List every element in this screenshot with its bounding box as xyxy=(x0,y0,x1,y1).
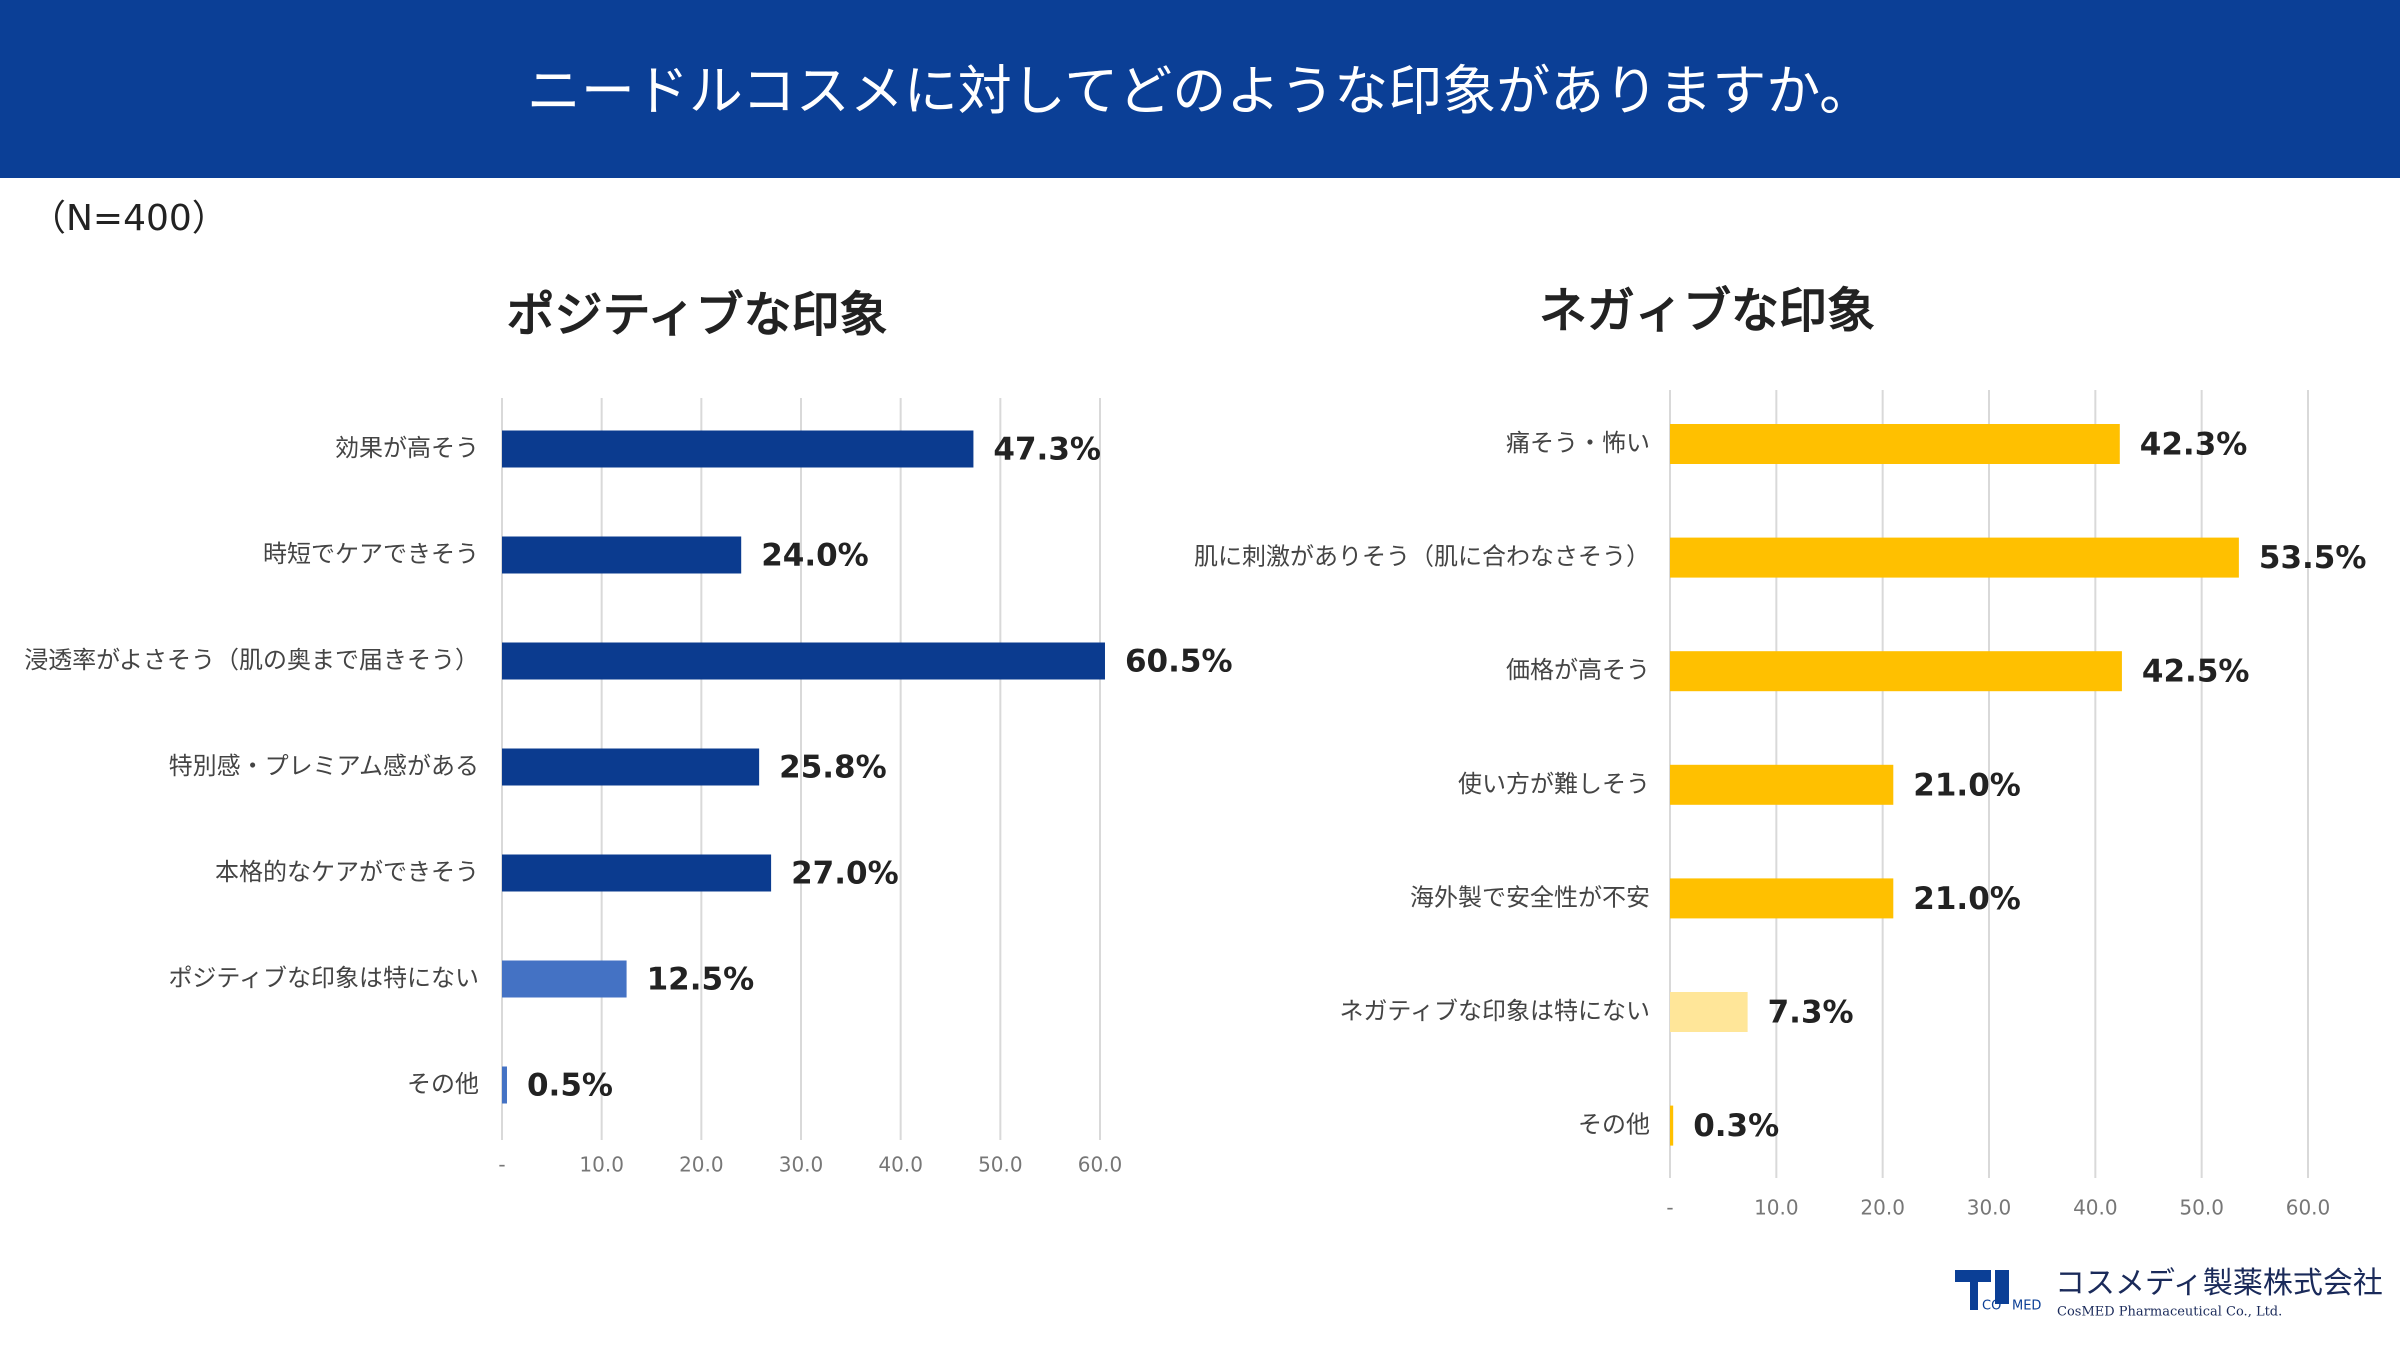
x-tick-label: 20.0 xyxy=(679,1153,724,1177)
x-tick-label: 50.0 xyxy=(978,1153,1023,1177)
bar xyxy=(1670,878,1894,919)
logo: CO MED コスメディ製薬株式会社 CosMED Pharmaceutical… xyxy=(1955,1266,2383,1320)
value-label: 60.5% xyxy=(1125,644,1233,680)
value-label: 24.0% xyxy=(761,538,869,574)
x-tick-label: 40.0 xyxy=(878,1153,923,1177)
x-tick-label: 40.0 xyxy=(2073,1196,2118,1220)
logo-mark: CO xyxy=(1982,1299,2001,1314)
header-title: ニードルコスメに対してどのような印象がありますか。 xyxy=(527,60,1873,123)
bar xyxy=(502,854,772,892)
category-label: 浸透率がよさそう（肌の奥まで届きそう） xyxy=(24,646,479,674)
category-label: 肌に刺激がありそう（肌に合わなさそう） xyxy=(1194,543,1650,571)
category-label: 効果が高そう xyxy=(335,434,479,462)
value-label: 27.0% xyxy=(791,856,899,892)
category-label: 使い方が難しそう xyxy=(1458,770,1650,798)
x-tick-label: 60.0 xyxy=(1078,1153,1123,1177)
logo-mark: MED xyxy=(2012,1299,2041,1314)
category-label: ネガティブな印象は特にない xyxy=(1339,997,1650,1025)
category-label: ポジティブな印象は特にない xyxy=(168,964,479,992)
value-label: 42.5% xyxy=(2142,654,2250,690)
bar xyxy=(1670,651,2122,692)
x-tick-label: 60.0 xyxy=(2286,1196,2331,1220)
value-label: 0.5% xyxy=(527,1068,613,1104)
x-tick-label: 20.0 xyxy=(1860,1196,1905,1220)
value-label: 21.0% xyxy=(1913,881,2021,917)
category-label: 特別感・プレミアム感がある xyxy=(169,752,479,780)
logo-icon xyxy=(1995,1270,2009,1304)
value-label: 42.3% xyxy=(2140,427,2248,463)
chart-title: ポジティブな印象 xyxy=(506,287,887,343)
bar xyxy=(502,536,742,574)
category-label: 本格的なケアができそう xyxy=(215,858,479,886)
sample-note: （N=400） xyxy=(30,198,228,239)
x-tick-label: - xyxy=(1666,1196,1673,1220)
x-tick-label: 30.0 xyxy=(779,1153,824,1177)
category-label: 海外製で安全性が不安 xyxy=(1410,883,1650,911)
bar xyxy=(502,960,627,998)
value-label: 25.8% xyxy=(779,750,887,786)
bar xyxy=(1670,992,1748,1032)
bar xyxy=(502,642,1105,680)
category-label: 価格が高そう xyxy=(1506,656,1650,684)
value-label: 53.5% xyxy=(2259,540,2367,576)
value-label: 12.5% xyxy=(647,962,755,998)
logo-english: CosMED Pharmaceutical Co., Ltd. xyxy=(2057,1305,2282,1320)
x-tick-label: 50.0 xyxy=(2179,1196,2224,1220)
x-tick-label: - xyxy=(498,1153,505,1177)
bar xyxy=(502,430,974,468)
value-label: 0.3% xyxy=(1693,1108,1779,1144)
logo-icon xyxy=(1970,1270,1978,1310)
category-label: その他 xyxy=(1578,1111,1650,1139)
category-label: 痛そう・怖い xyxy=(1506,429,1650,457)
bar xyxy=(502,748,760,786)
category-label: その他 xyxy=(407,1070,479,1098)
bar xyxy=(1670,764,1894,805)
category-label: 時短でケアできそう xyxy=(263,540,479,568)
bar xyxy=(1670,1105,1674,1146)
value-label: 7.3% xyxy=(1768,995,1854,1031)
bar xyxy=(502,1066,507,1104)
value-label: 47.3% xyxy=(993,432,1101,468)
bar xyxy=(1670,424,2120,464)
header-bar xyxy=(0,0,2400,178)
chart-title: ネガィブな印象 xyxy=(1539,283,1875,339)
x-tick-label: 10.0 xyxy=(579,1153,624,1177)
logo-name: コスメディ製薬株式会社 xyxy=(2055,1266,2383,1301)
value-label: 21.0% xyxy=(1913,767,2021,803)
x-tick-label: 30.0 xyxy=(1967,1196,2012,1220)
x-tick-label: 10.0 xyxy=(1754,1196,1799,1220)
bar xyxy=(1670,537,2239,578)
